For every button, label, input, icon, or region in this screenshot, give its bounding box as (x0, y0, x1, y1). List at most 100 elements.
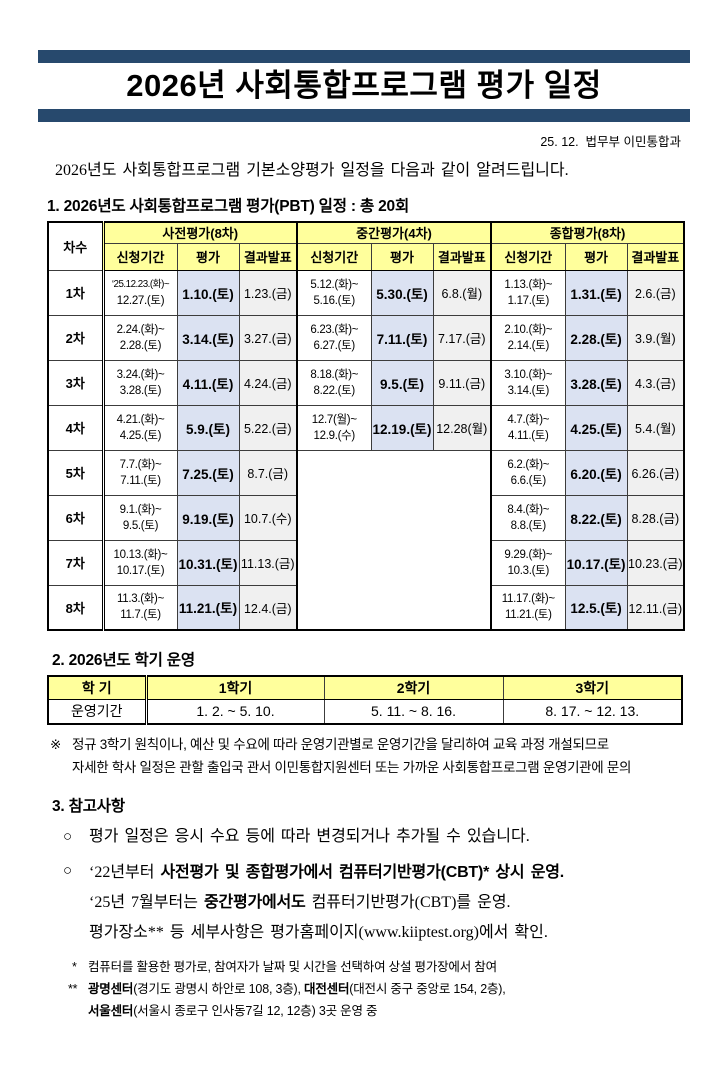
exam-date-header: 평가 (370, 242, 434, 271)
center-name: 서울센터 (88, 1004, 134, 1018)
footnote-1: * 컴퓨터를 활용한 평가로, 참여자가 날짜 및 시간을 선택하여 상설 평가… (68, 956, 688, 978)
pre-result-cell: 4.24.(금) (238, 359, 298, 406)
line2-bold: 중간평가에서도 (203, 894, 306, 911)
schedule-row-5: 5차 7.7.(화)~ 7.11.(토) 7.25.(토) 8.7.(금) 6.2… (47, 449, 685, 631)
center-name: 광명센터 (88, 982, 134, 996)
schedule-row-1: 1차 ‘25.12.23.(화)~ 12.27.(토) 1.10.(토) 1.23… (47, 269, 685, 316)
footnote2-line2: 서울센터(서울시 종로구 인사동7길 12, 12층) 3곳 운영 중 (88, 1000, 688, 1022)
note-line2: 자세한 학사 일정은 관할 출입국 관서 이민통합지원센터 또는 가까운 사회통… (72, 760, 632, 775)
final-exam-cell: 10.17.(토) (564, 539, 628, 586)
round-cell: 3차 (47, 359, 104, 406)
footnotes: * 컴퓨터를 활용한 평가로, 참여자가 날짜 및 시간을 선택하여 상설 평가… (68, 956, 688, 1022)
pre-exam-cell: 5.9.(토) (176, 404, 240, 451)
final-exam-cell: 1.31.(토) (564, 269, 628, 316)
apply-line1: 6.23.(화)~ (310, 323, 359, 336)
center-address: (서울시 종로구 인사동7길 12, 12층) 3곳 운영 중 (133, 1004, 378, 1018)
apply-line2: 12.9.(수) (313, 429, 356, 442)
mid-result-cell: 9.11.(금) (432, 359, 492, 406)
apply-line2: 4.25.(토) (119, 429, 162, 442)
semester1-header: 1학기 (144, 675, 325, 700)
pre-result-cell: 1.23.(금) (238, 269, 298, 316)
semester-header-row: 학 기 1학기 2학기 3학기 (47, 675, 683, 700)
bullet2-line3: 평가장소** 등 세부사항은 평가홈페이지(www.kiiptest.org)에… (89, 924, 548, 941)
apply-line1: 1.13.(화)~ (504, 278, 553, 291)
section1-heading: 1. 2026년도 사회통합프로그램 평가(PBT) 일정 : 총 20회 (47, 198, 410, 215)
line2-prefix: ‘25년 7월부터는 (89, 894, 204, 911)
mid-exam-cell: 9.5.(토) (370, 359, 434, 406)
mid-apply-cell: 5.12.(화)~ 5.16.(토) (296, 269, 372, 316)
line1-bold: 사전평가 및 종합평가에서 컴퓨터기반평가(CBT)* 상시 운영. (160, 864, 565, 881)
title-top-bar (38, 50, 690, 63)
final-result-cell: 5.4.(월) (626, 404, 685, 451)
apply-line1: 8.18.(화)~ (310, 368, 359, 381)
apply-line2: 10.17.(토) (116, 564, 165, 577)
apply-line2: 6.27.(토) (313, 339, 356, 352)
note-text: 정규 3학기 원칙이나, 예산 및 수요에 따라 운영기관별로 운영기간을 달리… (72, 733, 686, 779)
pre-exam-cell: 4.11.(토) (176, 359, 240, 406)
circle-bullet-icon: ○ (63, 829, 73, 845)
pre-exam-cell: 11.21.(토) (176, 584, 240, 631)
pre-exam-cell: 9.19.(토) (176, 494, 240, 541)
asterisk-marker: * (72, 960, 77, 974)
apply-line2: 9.5.(토) (122, 519, 159, 532)
final-exam-cell: 3.28.(토) (564, 359, 628, 406)
pre-apply-cell: 10.13.(화)~ 10.17.(토) (101, 539, 178, 586)
apply-line1: 2.24.(화)~ (116, 323, 165, 336)
schedule-row-7: 7차 10.13.(화)~ 10.17.(토) 10.31.(토) 11.13.(… (47, 539, 685, 586)
apply-line2: 3.14.(토) (507, 384, 550, 397)
note-line1: 정규 3학기 원칙이나, 예산 및 수요에 따라 운영기관별로 운영기간을 달리… (72, 737, 609, 752)
final-exam-cell: 4.25.(토) (564, 404, 628, 451)
semester-note: ※ 정규 3학기 원칙이나, 예산 및 수요에 따라 운영기관별로 운영기간을 … (50, 733, 686, 779)
final-apply-cell: 3.10.(화)~ 3.14.(토) (490, 359, 566, 406)
apply-line1: 11.3.(화)~ (117, 593, 164, 606)
mid-result-cell: 7.17.(금) (432, 314, 492, 361)
center-address: (경기도 광명시 하안로 108, 3층), (133, 982, 305, 996)
apply-line2: 6.6.(토) (510, 474, 547, 487)
apply-line1: 4.21.(화)~ (116, 413, 165, 426)
result-date-header: 결과발표 (432, 242, 492, 271)
final-apply-cell: 6.2.(화)~ 6.6.(토) (490, 449, 566, 496)
apply-line1: 12.7(월)~ (311, 413, 357, 426)
round-cell: 8차 (47, 584, 104, 631)
apply-line2: 10.3.(토) (507, 564, 550, 577)
double-asterisk-marker: ** (68, 982, 78, 996)
result-date-header: 결과발표 (626, 242, 685, 271)
apply-line2: 4.11.(토) (508, 429, 549, 442)
pre-eval-group-header: 사전평가(8차) (101, 221, 298, 244)
apply-line2: 1.17.(토) (507, 294, 550, 307)
apply-line1: 4.7.(화)~ (507, 413, 550, 426)
final-exam-cell: 2.28.(토) (564, 314, 628, 361)
exam-date-header: 평가 (176, 242, 240, 271)
round-cell: 6차 (47, 494, 104, 541)
bullet2-line2: ‘25년 7월부터는 중간평가에서도 컴퓨터기반평가(CBT)를 운영. (89, 888, 688, 918)
final-apply-cell: 1.13.(화)~ 1.17.(토) (490, 269, 566, 316)
page-title: 2026년 사회통합프로그램 평가 일정 (126, 68, 602, 103)
semester-table: 학 기 1학기 2학기 3학기 운영기간 1. 2. ~ 5. 10. 5. 1… (47, 675, 683, 725)
pre-apply-cell: 9.1.(화)~ 9.5.(토) (101, 494, 178, 541)
result-date-header: 결과발표 (238, 242, 298, 271)
pre-apply-cell: 2.24.(화)~ 2.28.(토) (101, 314, 178, 361)
final-result-cell: 6.26.(금) (626, 449, 685, 496)
title-bottom-bar (38, 109, 690, 122)
pre-apply-cell: ‘25.12.23.(화)~ 12.27.(토) (101, 269, 178, 316)
final-apply-cell: 2.10.(화)~ 2.14.(토) (490, 314, 566, 361)
semester-col-header: 학 기 (47, 675, 147, 700)
final-apply-cell: 9.29.(화)~ 10.3.(토) (490, 539, 566, 586)
apply-line1: ‘25.12.23.(화)~ (111, 278, 170, 290)
schedule-row-8: 8차 11.3.(화)~ 11.7.(토) 11.21.(토) 12.4.(금) … (47, 584, 685, 631)
apply-line1: 7.7.(화)~ (119, 458, 162, 471)
apply-line2: 2.28.(토) (119, 339, 162, 352)
footnote2-line1: 광명센터(경기도 광명시 하안로 108, 3층), 대전센터(대전시 중구 중… (88, 978, 688, 1000)
pre-result-cell: 3.27.(금) (238, 314, 298, 361)
round-cell: 2차 (47, 314, 104, 361)
sub-header-row: 신청기간 평가 결과발표 신청기간 평가 결과발표 신청기간 평가 결과발표 (48, 242, 685, 271)
note-marker: ※ (50, 737, 62, 752)
schedule-row-2: 2차 2.24.(화)~ 2.28.(토) 3.14.(토) 3.27.(금) 6… (47, 314, 685, 361)
mid-eval-empty-area (296, 449, 492, 631)
final-apply-cell: 11.17.(화)~ 11.21.(토) (490, 584, 566, 631)
mid-apply-cell: 8.18.(화)~ 8.22.(토) (296, 359, 372, 406)
mid-exam-cell: 7.11.(토) (370, 314, 434, 361)
final-exam-cell: 8.22.(토) (564, 494, 628, 541)
group-header-row: 차수 사전평가(8차) 중간평가(4차) 종합평가(8차) (47, 221, 685, 271)
apply-line2: 8.22.(토) (313, 384, 356, 397)
